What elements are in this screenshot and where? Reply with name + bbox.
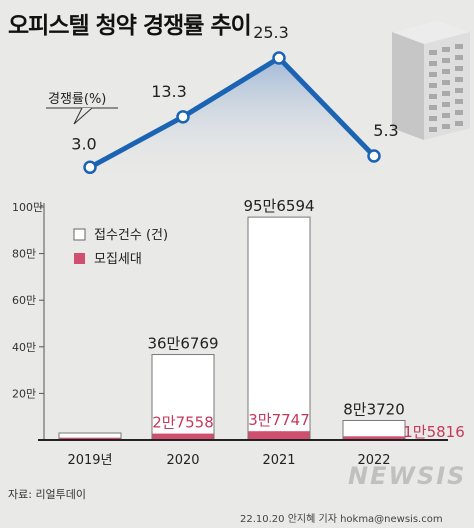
line-path: [88, 55, 376, 170]
building-window: [429, 116, 437, 121]
unit-value-label: 2만7558: [152, 414, 214, 432]
x-axis: 2019년 2020 2021 2022: [38, 439, 448, 468]
legend-label-applicants: 접수건수 (건): [94, 228, 168, 243]
y-tick-label: 100만: [12, 201, 43, 214]
building-window: [455, 55, 463, 60]
unit-bar-2022: [343, 436, 405, 440]
x-tick-label: 2021: [262, 453, 295, 468]
unit-bar-2019년: [59, 437, 121, 440]
unit-bar-2020: [152, 433, 214, 440]
line-value-label: 3.0: [71, 134, 96, 153]
unit-value-label: 3만7747: [248, 411, 310, 429]
building-window: [455, 66, 463, 71]
watermark-logo: NEWSIS: [348, 462, 467, 490]
bar-value-labels: 36만6769 2만7558 95만6594 3만7747 8만3720 1만5816: [147, 197, 464, 441]
chart-title: 오피스텔 청약 경쟁률 추이: [8, 13, 252, 39]
legend-swatch-units: [74, 253, 85, 264]
y-axis: 20만 40만 60만 80만 100만: [12, 201, 45, 440]
building-window: [442, 91, 450, 96]
building-window: [429, 94, 437, 99]
x-tick-label: 2020: [166, 453, 199, 468]
title-bar: 오피스텔 청약 경쟁률 추이: [0, 0, 474, 39]
building-window: [442, 58, 450, 63]
line-point-2022: [367, 149, 381, 163]
building-window: [429, 105, 437, 110]
building-window: [442, 69, 450, 74]
building-window: [442, 113, 450, 118]
y-tick-label: 20만: [12, 387, 36, 400]
line-point-2019년: [83, 160, 97, 175]
legend-label-units: 모집세대: [94, 252, 142, 267]
source-note: 자료: 리얼투데이: [8, 488, 87, 501]
line-value-labels: 3.0 13.3 25.3 5.3: [71, 23, 398, 153]
y-tick-label: 40만: [12, 341, 36, 354]
building-window: [442, 47, 450, 52]
applicant-value-label: 95만6594: [243, 197, 314, 215]
x-tick-label: 2022: [357, 453, 390, 468]
building-window: [442, 124, 450, 129]
applicant-value-label: 8만3720: [343, 400, 405, 418]
bar-series: [58, 216, 406, 441]
line-value-label: 13.3: [151, 82, 187, 101]
unit-bar-2021: [248, 431, 310, 440]
building-window: [429, 50, 437, 55]
y-tick-label: 60만: [12, 294, 36, 307]
line-ylabel: 경쟁률(%): [46, 92, 118, 125]
building-illustration: [392, 20, 470, 140]
line-point-2020: [176, 110, 190, 124]
x-tick-label: 2019년: [67, 453, 112, 468]
line-area-polygon: [90, 58, 374, 182]
credit-line: 22.10.20 안지혜 기자 hokma@newsis.com: [240, 514, 443, 525]
label-pointer: [73, 107, 93, 125]
applicant-bar-2021: [247, 216, 311, 441]
building-window: [455, 121, 463, 126]
unit-value-label: 1만5816: [403, 423, 465, 441]
building-window: [442, 80, 450, 85]
line-value-label: 5.3: [373, 121, 398, 140]
applicant-bar-2020: [151, 354, 215, 441]
building-window: [429, 127, 437, 132]
line-area-fill: [90, 58, 374, 182]
line-axis-label: 경쟁률(%): [48, 92, 106, 107]
building-window: [429, 72, 437, 77]
building-window: [455, 77, 463, 82]
line-series: [83, 51, 381, 175]
line-point-2021: [272, 51, 286, 65]
building-window: [455, 44, 463, 49]
building-window: [429, 83, 437, 88]
y-tick-label: 80만: [12, 248, 36, 261]
building-window: [429, 61, 437, 66]
legend-swatch-applicants: [73, 228, 86, 241]
building-window: [442, 102, 450, 107]
building-window: [455, 99, 463, 104]
line-value-label: 25.3: [253, 23, 289, 42]
building-window: [455, 88, 463, 93]
legend: 접수건수 (건) 모집세대: [73, 228, 168, 267]
applicant-value-label: 36만6769: [147, 335, 218, 353]
building-window: [455, 110, 463, 115]
